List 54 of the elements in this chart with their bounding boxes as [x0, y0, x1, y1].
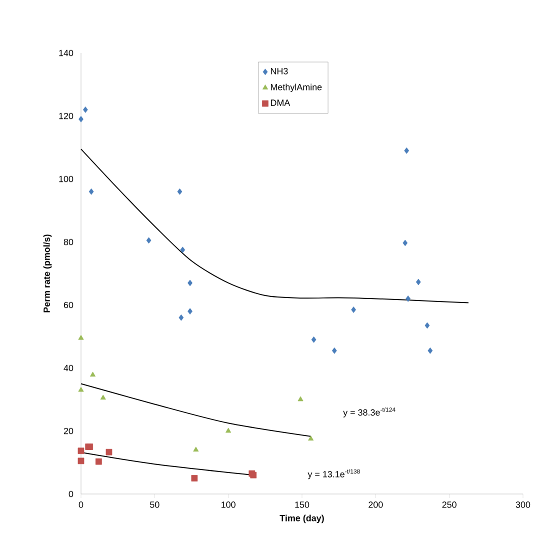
legend-label: DMA	[270, 100, 290, 106]
point	[88, 188, 94, 195]
point	[78, 458, 84, 464]
point	[298, 396, 304, 402]
y-tick-label: 0	[68, 490, 74, 498]
y-tick-label: 80	[64, 238, 74, 246]
annotation: y = 13.1e$^{-t/138}$	[308, 469, 360, 480]
point	[178, 314, 184, 321]
point	[226, 428, 232, 433]
y-tick-label: 120	[59, 112, 74, 120]
x-tick-label: 150	[295, 502, 310, 508]
point	[188, 280, 192, 286]
x-axis-title: Time (day)	[280, 514, 324, 524]
y-tick-label: 100	[59, 176, 74, 182]
point	[180, 246, 186, 254]
point	[332, 347, 337, 354]
point	[308, 436, 314, 441]
y-tick-label: 60	[64, 302, 74, 308]
line-series	[80, 148, 469, 304]
point	[404, 147, 410, 154]
y-tick-label: 20	[64, 428, 74, 434]
x-tick-label: 100	[222, 502, 236, 508]
point	[82, 106, 88, 113]
point	[402, 240, 408, 246]
point	[106, 448, 112, 456]
annotation: y = 38.3e$^{-t/124}$	[343, 407, 396, 418]
x-tick-label: 300	[516, 502, 530, 508]
x-tick-label: 250	[442, 502, 456, 508]
y-tick-label: 40	[64, 364, 74, 372]
y-axis-title: Perm rate (pmol/s)	[43, 234, 52, 312]
x-tick-label: 200	[368, 502, 383, 508]
point	[78, 116, 84, 122]
point	[177, 188, 182, 195]
point	[95, 458, 102, 465]
point	[416, 278, 421, 286]
legend-label: MethylAmine	[270, 84, 322, 92]
point	[424, 322, 430, 329]
point	[78, 448, 84, 454]
point	[406, 296, 411, 302]
y-tick-label: 140	[59, 50, 74, 56]
point	[191, 475, 198, 482]
point	[428, 347, 433, 354]
point	[351, 306, 356, 313]
point	[78, 386, 84, 392]
point	[90, 372, 96, 377]
point	[188, 308, 192, 314]
point	[146, 237, 152, 244]
x-tick-label: 50	[150, 502, 160, 508]
point	[100, 394, 106, 400]
point	[193, 446, 199, 452]
x-tick-label: 0	[78, 502, 84, 508]
point	[311, 336, 316, 343]
legend-label: NH3	[270, 68, 288, 74]
point	[78, 334, 84, 340]
